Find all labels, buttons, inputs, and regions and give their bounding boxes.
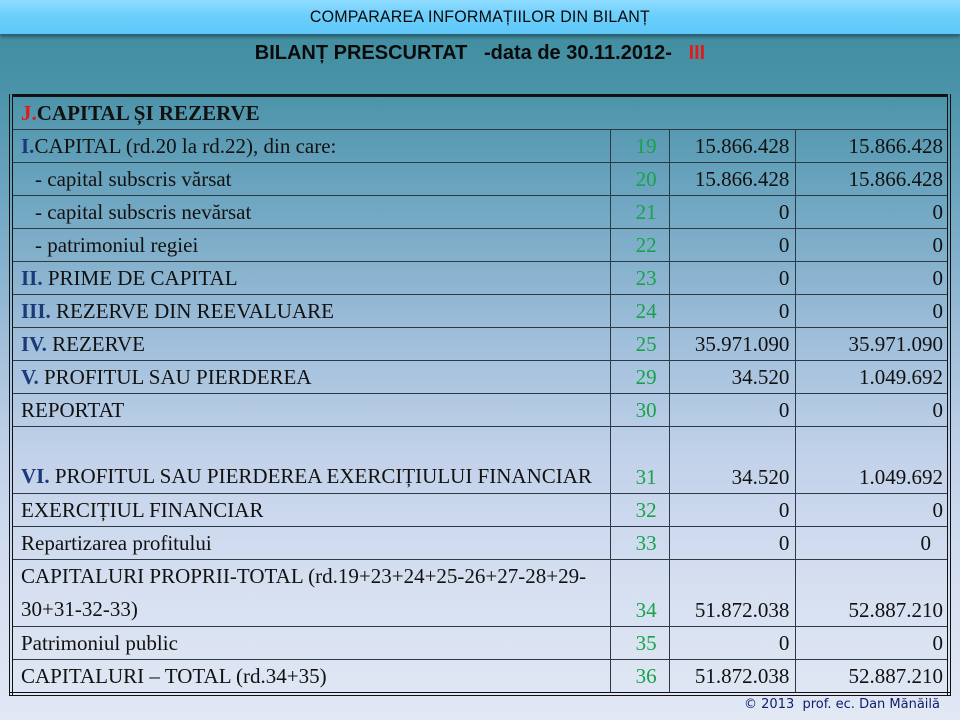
row-label: CAPITALURI – TOTAL (rd.34+35) [11,659,611,694]
row-code: 35 [609,626,670,660]
row-code: 24 [609,294,670,328]
row-value-current: 35.971.090 [795,327,949,361]
row-label: - patrimoniul regiei [11,228,611,262]
row-label: III. REZERVE DIN REEVALUARE [11,294,611,328]
row-code: 22 [609,228,670,262]
row-prefix: II. [21,266,43,290]
copyright-footer: © 2013 prof. ec. Dan Mănăilă [744,697,940,712]
row-code: 23 [609,261,670,295]
row-label: II. PRIME DE CAPITAL [11,261,611,295]
row-value-current: 52.887.210 [795,659,949,694]
row-label: IV. REZERVE [11,327,611,361]
row-label: CAPITALURI PROPRII-TOTAL (rd.19+23+24+25… [11,559,611,627]
row-label: - capital subscris vărsat [11,162,611,196]
row-value-previous: 34.520 [668,360,796,394]
row-value-previous: 35.971.090 [668,327,796,361]
row-value-current: 15.866.428 [795,129,949,163]
row-value-previous: 51.872.038 [668,659,796,694]
row-label: - capital subscris nevărsat [11,195,611,229]
table-row: IV. REZERVE 25 35.971.090 35.971.090 [11,327,949,361]
row-value-current: 0 [795,195,949,229]
row-text: REZERVE [46,332,145,356]
section-text: CAPITAL ȘI REZERVE [36,101,260,125]
row-value-current: 0 [795,526,949,560]
row-code: 19 [609,129,670,163]
table-row: Patrimoniul public 35 0 0 [11,626,949,660]
row-prefix: V. [21,365,39,389]
row-code: 25 [609,327,670,361]
row-label: I.CAPITAL (rd.20 la rd.22), din care: [11,129,611,163]
row-code: 20 [609,162,670,196]
row-prefix: IV. [21,332,47,356]
row-code: 36 [609,659,670,694]
table-row: CAPITALURI PROPRII-TOTAL (rd.19+23+24+25… [11,559,949,627]
row-label: VI. PROFITUL SAU PIERDEREA EXERCIȚIULUI … [11,426,611,494]
row-code: 29 [609,360,670,394]
row-value-previous: 0 [668,526,796,560]
table-row: II. PRIME DE CAPITAL 23 0 0 [11,261,949,295]
section-prefix: J. [21,101,37,125]
table-row: V. PROFITUL SAU PIERDEREA 29 34.520 1.04… [11,360,949,394]
row-text: PRIME DE CAPITAL [42,266,238,290]
banner-title: COMPARAREA INFORMAȚIILOR DIN BILANȚ [309,7,651,26]
row-code: 33 [609,526,670,560]
table-row: - capital subscris vărsat 20 15.866.428 … [11,162,949,196]
row-value-previous: 15.866.428 [668,162,796,196]
row-value-previous: 0 [668,393,796,427]
row-value-current: 52.887.210 [795,559,949,627]
row-code: 30 [609,393,670,427]
row-value-previous: 34.520 [668,426,796,494]
row-value-current: 1.049.692 [795,360,949,394]
row-code: 21 [609,195,670,229]
subtitle-roman-numeral: III [688,42,706,64]
row-value-current: 0 [795,493,949,527]
table-row: EXERCIȚIUL FINANCIAR 32 0 0 [11,493,949,527]
row-value-previous: 0 [668,294,796,328]
row-value-previous: 51.872.038 [668,559,796,627]
subtitle-main: BILANȚ PRESCURTAT -data de 30.11.2012- [254,42,689,64]
row-value-previous: 0 [668,261,796,295]
row-code: 34 [609,559,670,627]
row-code: 31 [609,426,670,494]
top-banner: COMPARAREA INFORMAȚIILOR DIN BILANȚ [0,0,960,34]
table-row: - patrimoniul regiei 22 0 0 [11,228,949,262]
row-prefix: VI. [21,464,50,488]
table-row: VI. PROFITUL SAU PIERDEREA EXERCIȚIULUI … [11,426,949,494]
row-label: REPORTAT [11,393,611,427]
table-row: CAPITALURI – TOTAL (rd.34+35) 36 51.872.… [11,659,949,694]
row-text: CAPITAL (rd.20 la rd.22), din care: [34,134,337,158]
table-section-header: J.CAPITAL ȘI REZERVE [11,95,949,130]
row-label: Patrimoniul public [11,626,611,660]
page-subtitle: BILANȚ PRESCURTAT -data de 30.11.2012- I… [0,42,960,65]
balance-sheet-table: J.CAPITAL ȘI REZERVE I.CAPITAL (rd.20 la… [9,94,951,696]
row-label: EXERCIȚIUL FINANCIAR [11,493,611,527]
row-text: REZERVE DIN REEVALUARE [50,299,334,323]
row-value-current: 0 [795,294,949,328]
row-value-previous: 15.866.428 [668,129,796,163]
row-value-current: 0 [795,261,949,295]
row-text: PROFITUL SAU PIERDEREA [38,365,312,389]
table-row: - capital subscris nevărsat 21 0 0 [11,195,949,229]
row-prefix: I. [21,134,35,158]
row-text: PROFITUL SAU PIERDEREA EXERCIȚIULUI FINA… [49,464,592,488]
row-value-previous: 0 [668,626,796,660]
row-value-current: 1.049.692 [795,426,949,494]
table-row: III. REZERVE DIN REEVALUARE 24 0 0 [11,294,949,328]
row-value-current: 0 [795,626,949,660]
row-value-current: 0 [795,228,949,262]
row-value-previous: 0 [668,195,796,229]
table-row: I.CAPITAL (rd.20 la rd.22), din care: 19… [11,129,949,163]
row-code: 32 [609,493,670,527]
row-value-previous: 0 [668,493,796,527]
row-value-previous: 0 [668,228,796,262]
row-label: V. PROFITUL SAU PIERDEREA [11,360,611,394]
row-prefix: III. [21,299,51,323]
table-row: REPORTAT 30 0 0 [11,393,949,427]
section-title: J.CAPITAL ȘI REZERVE [11,95,949,130]
row-value-current: 15.866.428 [795,162,949,196]
row-label: Repartizarea profitului [11,526,611,560]
table-row: Repartizarea profitului 33 0 0 [11,526,949,560]
row-value-current: 0 [795,393,949,427]
